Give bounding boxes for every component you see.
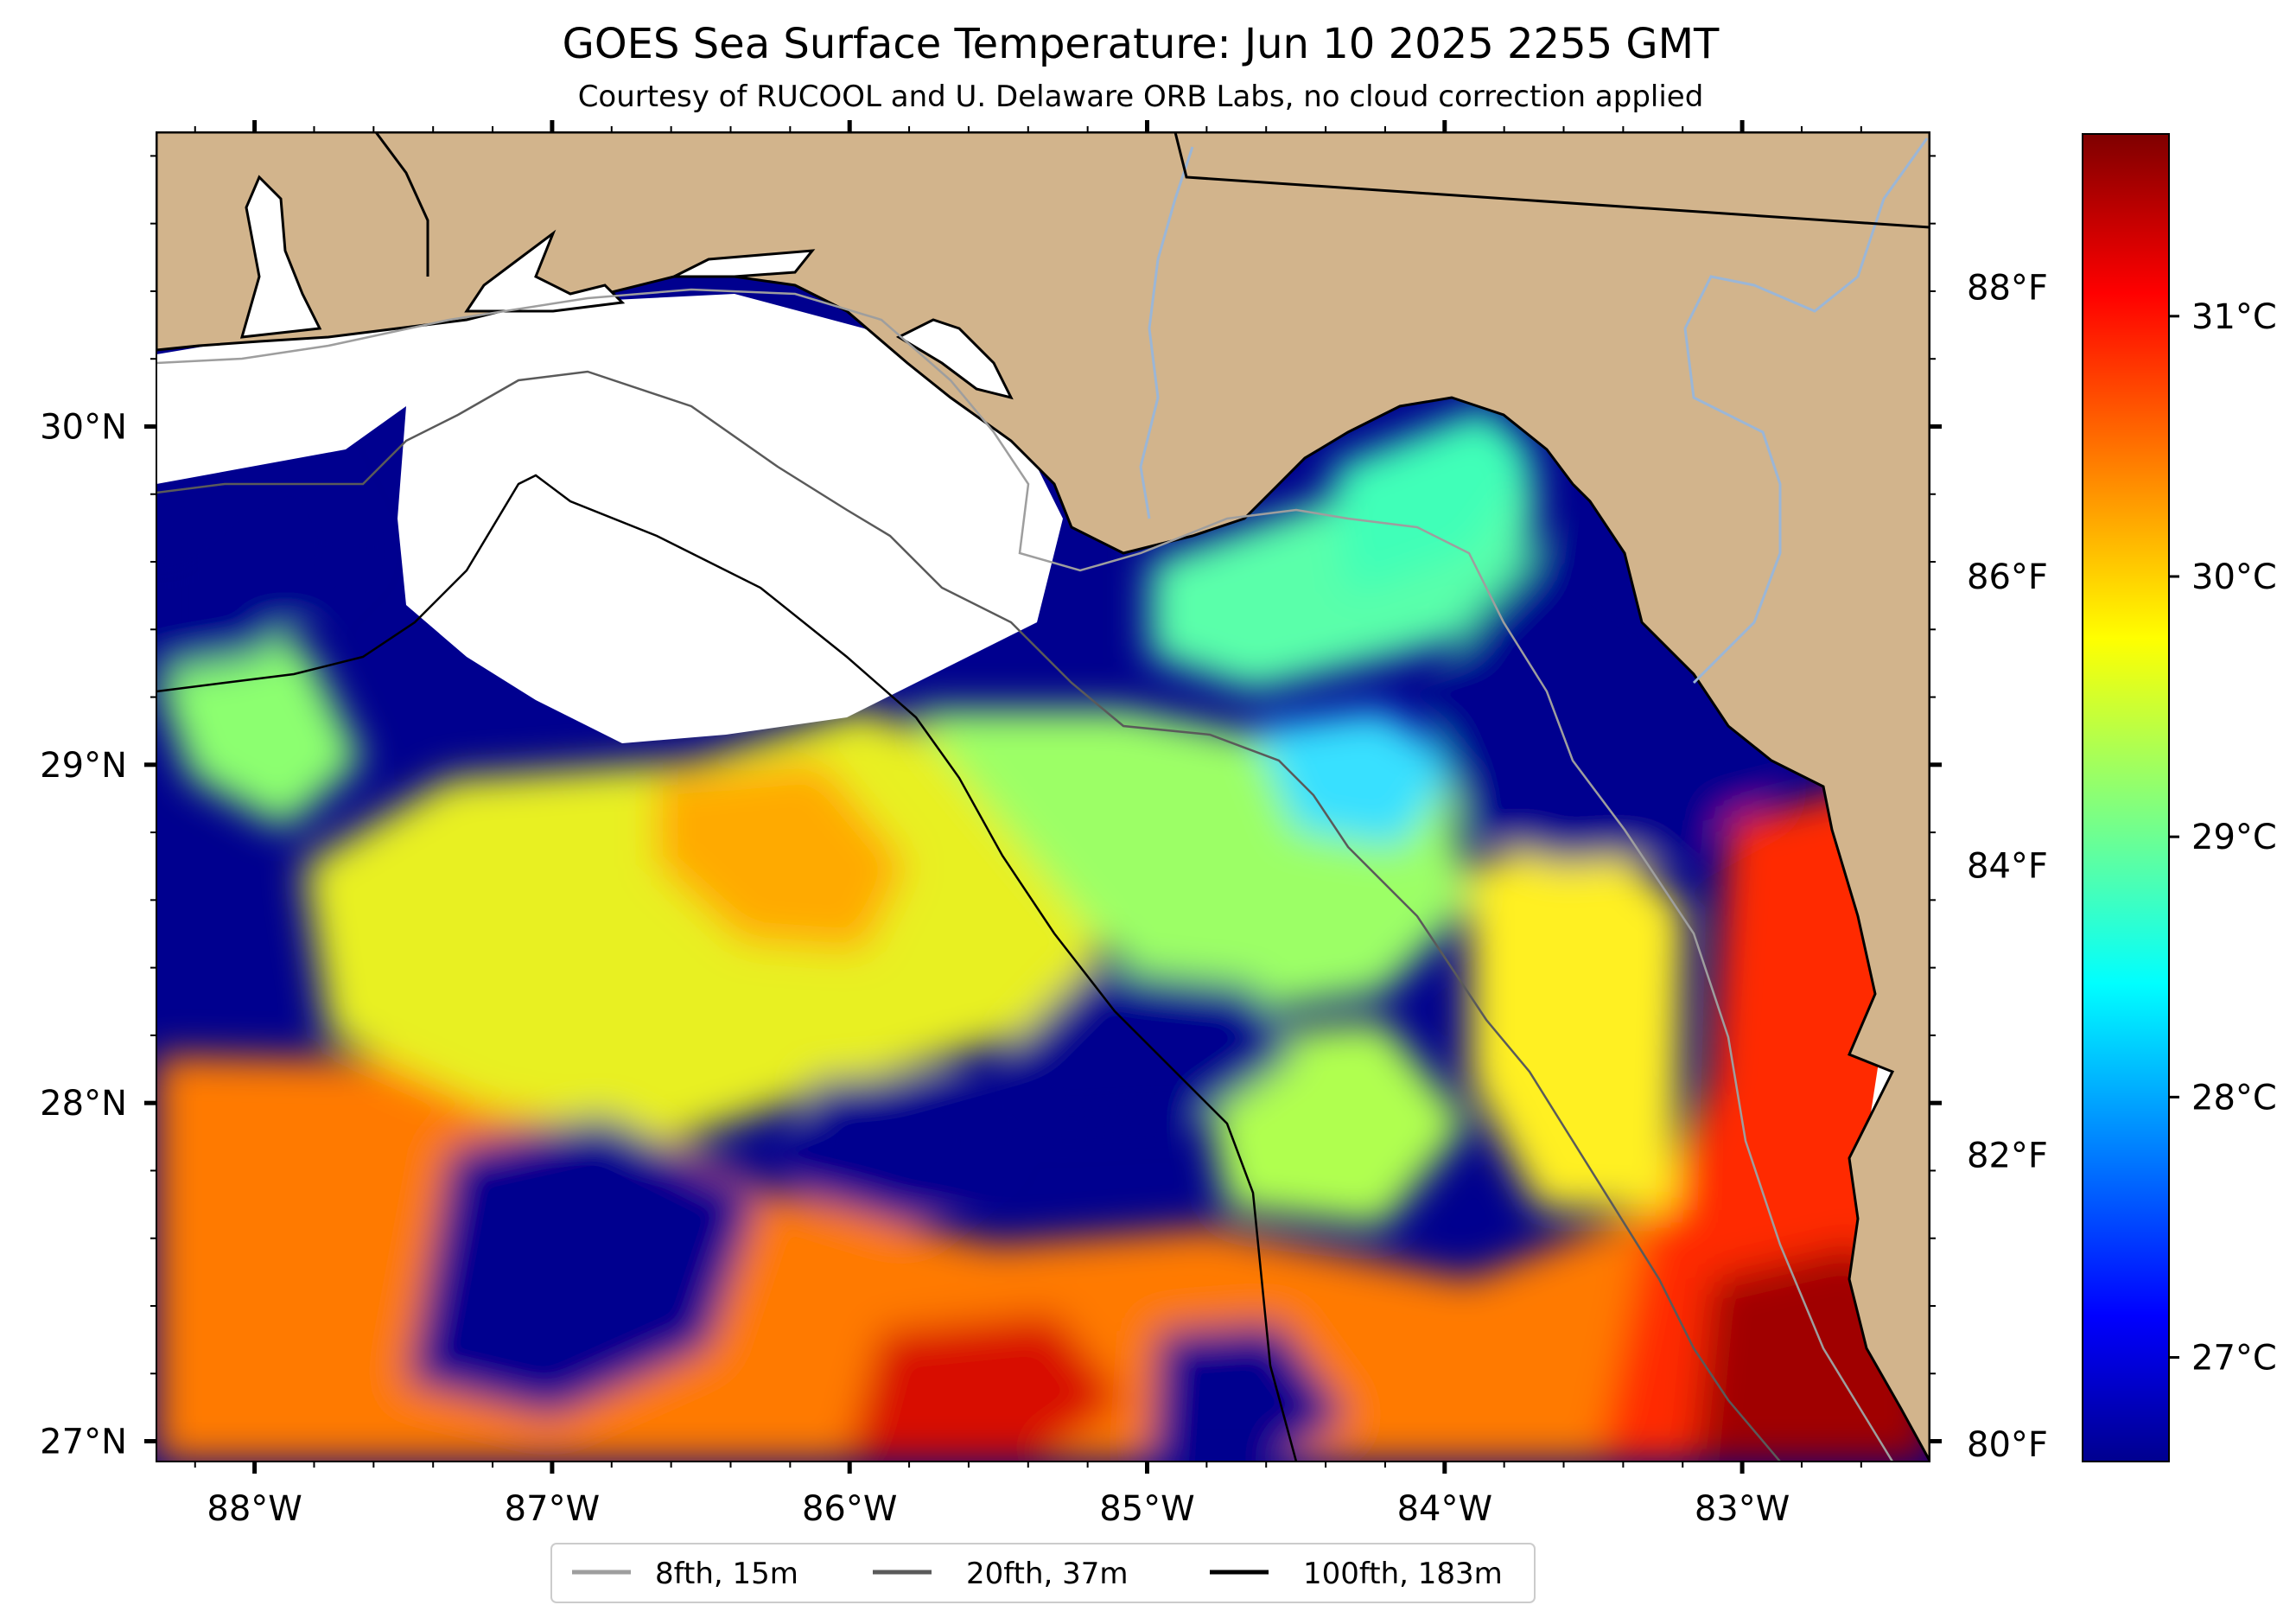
sst-yellow-east — [1469, 830, 1685, 1210]
legend-label-8fth: 8fth, 15m — [655, 1557, 798, 1591]
lon-tick-label: 84°W — [1397, 1489, 1492, 1529]
lat-tick-label: 30°N — [40, 407, 127, 447]
isobath-20fth — [156, 370, 1781, 1462]
colorbar-tick-label: 28°C — [2191, 1078, 2277, 1118]
no-data-cloud-region — [156, 294, 1063, 743]
sst-hot-south-center — [847, 1314, 1123, 1462]
legend-label-100fth: 100fth, 183m — [1303, 1557, 1503, 1591]
map-frame — [156, 131, 1930, 1462]
isobath-legend: 8fth, 15m 20fth, 37m 100fth, 183m — [550, 1543, 1536, 1603]
latitude-axis: 27°N 28°N 29°N 30°N — [40, 155, 1942, 1462]
longitude-axis: 88°W 87°W 86°W 85°W 84°W 83°W — [194, 120, 1862, 1529]
colorbar-tick-label: 31°C — [2191, 297, 2277, 337]
sst-cold-mid — [795, 1072, 1002, 1227]
lon-tick-label: 88°W — [207, 1489, 302, 1529]
sst-orange-patch — [657, 761, 907, 951]
lon-tick-label: 83°W — [1695, 1489, 1790, 1529]
sst-field — [156, 406, 1930, 1462]
river-east — [1683, 137, 1929, 685]
rivers — [1139, 137, 1929, 685]
sst-cold-east — [1434, 536, 1771, 864]
land-mass — [156, 132, 1930, 1462]
isobath-100fth — [156, 474, 1298, 1462]
map-panel — [156, 132, 1930, 1462]
colorbar-tick-label: 30°C — [2191, 557, 2277, 597]
f-tick-label: 86°F — [1967, 557, 2048, 597]
colorbar-tick-label: 27°C — [2191, 1339, 2277, 1379]
lon-tick-label: 87°W — [505, 1489, 600, 1529]
f-tick-label: 80°F — [1967, 1425, 2048, 1465]
sst-cold-southwest — [406, 1115, 760, 1417]
legend-box — [550, 1543, 1536, 1603]
mobile-bay — [239, 175, 322, 339]
isobaths — [156, 288, 1894, 1462]
colorbar: 27°C 28°C 29°C 30°C 31°C — [2082, 133, 2277, 1462]
sst-cold-south — [1149, 1322, 1348, 1462]
choctawhatchee-bay — [673, 249, 816, 278]
chart-subtitle: Courtesy of RUCOOL and U. Delaware ORB L… — [578, 80, 1704, 114]
lat-tick-label: 29°N — [40, 746, 127, 786]
colorbar-axis: 27°C 28°C 29°C 30°C 31°C — [2169, 297, 2277, 1379]
lat-tick-label: 28°N — [40, 1084, 127, 1124]
sst-teal-band — [1331, 406, 1538, 596]
sst-central-mild — [302, 709, 1123, 1141]
f-tick-label: 88°F — [1967, 268, 2048, 308]
sst-cold-northwest — [156, 449, 363, 674]
lon-tick-label: 85°W — [1099, 1489, 1194, 1529]
f-tick-label: 84°F — [1967, 847, 2048, 887]
sst-cyan-north — [1253, 709, 1460, 847]
colorbar-tick-label: 29°C — [2191, 818, 2277, 857]
f-tick-label: 82°F — [1967, 1136, 2048, 1175]
fahrenheit-axis: 80°F 82°F 84°F 86°F 88°F — [1967, 268, 2048, 1465]
lon-tick-label: 86°W — [802, 1489, 897, 1529]
legend-label-20fth: 20fth, 37m — [966, 1557, 1129, 1591]
isobath-8fth — [156, 288, 1894, 1462]
apalachee-bay-edge — [895, 318, 1014, 400]
colorbar-gradient — [2082, 133, 2170, 1462]
state-border-west — [374, 132, 429, 277]
pensacola-bay — [464, 229, 626, 313]
state-border — [1173, 132, 1930, 229]
river-west — [1139, 146, 1194, 519]
lat-tick-label: 27°N — [40, 1423, 127, 1462]
chart-title: GOES Sea Surface Temperature: Jun 10 202… — [563, 20, 1720, 68]
